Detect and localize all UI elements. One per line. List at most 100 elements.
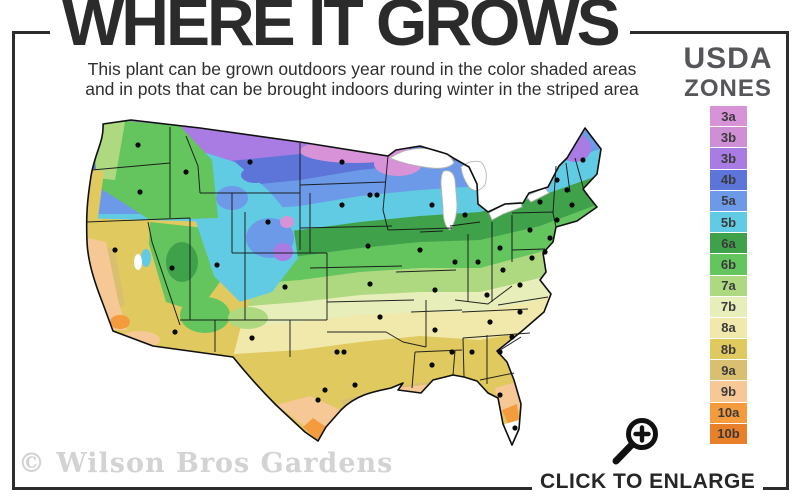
us-zone-map-svg [85, 119, 602, 446]
city-dot [469, 349, 475, 355]
legend-title-usda: USDA [683, 42, 773, 75]
city-dot [517, 282, 523, 288]
city-dot [172, 329, 178, 335]
click-to-enlarge-button[interactable]: CLICK TO ENLARGE [532, 470, 764, 494]
city-dot [339, 202, 345, 208]
zone-label: 10a [717, 405, 740, 421]
zone-label: 8a [721, 320, 736, 336]
city-dot [487, 319, 493, 325]
zone-label: 3b [720, 129, 737, 145]
city-dot [417, 247, 423, 253]
city-dot [169, 265, 175, 271]
zone-label: 7b [720, 299, 737, 315]
legend-title: USDA ZONES [676, 44, 780, 101]
subtitle-line-2: and in pots that can be brought indoors … [85, 79, 639, 99]
city-dot [497, 245, 503, 251]
city-dot [367, 281, 373, 287]
lake-michigan [440, 170, 458, 231]
city-dot [529, 255, 535, 261]
city-dot [247, 159, 253, 165]
city-dot [449, 349, 455, 355]
us-zone-map [78, 112, 620, 456]
city-dot [365, 243, 371, 249]
zone-label: 3a [721, 108, 736, 124]
city-dot [500, 267, 506, 273]
zone-label: 3b [720, 150, 737, 166]
city-dot [462, 212, 468, 218]
watermark: © Wilson Bros Gardens [18, 448, 394, 479]
city-dot [183, 169, 189, 175]
city-dot [569, 202, 575, 208]
zone-label: 9a [721, 362, 736, 378]
zone-legend-item: 10b [710, 423, 747, 444]
city-dot [527, 227, 533, 233]
zone-legend-item: 3a [710, 106, 747, 127]
city-dot [315, 397, 321, 403]
city-dot [517, 309, 523, 315]
zone-legend-item: 8a [710, 317, 747, 339]
city-dot [112, 247, 118, 253]
city-dot [475, 259, 481, 265]
zone-legend-item: 7a [710, 275, 747, 296]
zone-label: 8b [720, 341, 737, 357]
zone-legend-item: 3b [710, 127, 747, 148]
city-dot [137, 189, 143, 195]
zone-label: 5a [721, 193, 736, 209]
city-dot [564, 187, 570, 193]
zone-legend-item: 5a [710, 190, 747, 211]
magnifier-icon[interactable] [610, 416, 664, 468]
city-dots [112, 142, 586, 431]
city-dot [322, 387, 328, 393]
city-dot [377, 314, 383, 320]
city-dot [334, 349, 340, 355]
lake-superior [389, 147, 455, 169]
state-borders [86, 127, 585, 389]
legend-title-zones: ZONES [684, 75, 772, 102]
zone-label: 5b [720, 214, 737, 230]
city-dot [339, 159, 345, 165]
city-dot [580, 157, 586, 163]
city-dot [547, 235, 553, 241]
city-dot [367, 192, 373, 198]
city-dot [537, 199, 543, 205]
subtitle-line-1: This plant can be grown outdoors year ro… [87, 59, 637, 79]
city-dot [497, 392, 503, 398]
zone-legend-item: 7b [710, 296, 747, 317]
great-lakes [389, 147, 550, 231]
zone-legend-item: 6a [710, 233, 747, 254]
city-dot [509, 334, 515, 340]
city-dot [497, 349, 503, 355]
zone-label: 7a [721, 278, 736, 294]
city-dot [341, 349, 347, 355]
zone-legend-item: 9b [710, 381, 747, 402]
city-dot [265, 219, 271, 225]
city-dot [135, 142, 141, 148]
city-dot [542, 249, 548, 255]
zone-label: 6b [720, 256, 737, 272]
zone-legend-item: 6b [710, 254, 747, 275]
zone-label: 9b [720, 384, 737, 400]
zone-legend-item: 10a [710, 402, 747, 423]
zone-legend-list: 3a 3b 3b 4b 5a 5b 6a 6b 7a 7b 8a 8b 9a 9b 10a 10b [710, 106, 747, 444]
zone-label: 6a [721, 235, 736, 251]
city-dot [554, 217, 560, 223]
zone-label: 10b [717, 426, 740, 442]
page-title: WHERE IT GROWS [50, 0, 630, 56]
zone-label: 4b [720, 172, 737, 188]
zone-legend-item: 8b [710, 339, 747, 360]
city-dot [554, 177, 560, 183]
city-dot [352, 382, 358, 388]
city-dot [282, 284, 288, 290]
city-dot [429, 362, 435, 368]
city-dot [432, 287, 438, 293]
city-dot [512, 425, 518, 431]
zone-legend-item: 5b [710, 211, 747, 233]
city-dot [374, 192, 380, 198]
city-dot [484, 292, 490, 298]
zone-legend-item: 9a [710, 360, 747, 381]
city-dot [452, 259, 458, 265]
city-dot [429, 202, 435, 208]
city-dot [214, 262, 220, 268]
city-dot [249, 335, 255, 341]
